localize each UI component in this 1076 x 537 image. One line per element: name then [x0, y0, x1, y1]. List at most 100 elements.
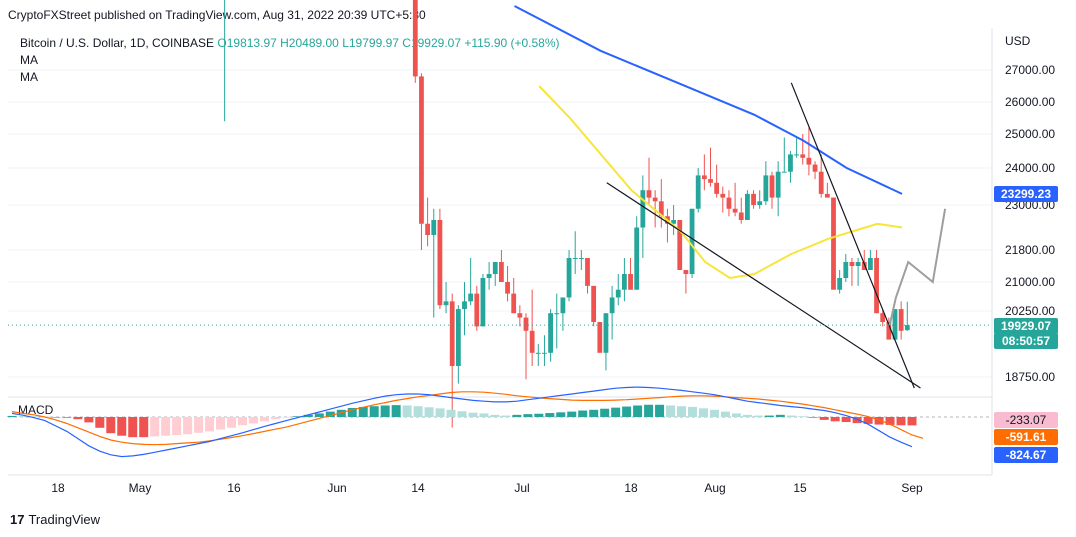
macd-histogram-bar [841, 417, 851, 423]
candle-body [695, 175, 701, 209]
candle-body [566, 258, 572, 298]
x-axis-label: Jul [514, 481, 529, 495]
candle-body [874, 258, 879, 314]
macd-histogram-bar [501, 415, 511, 417]
y-axis-label: 21000.00 [1005, 275, 1055, 289]
macd-histogram-bar [644, 404, 654, 417]
macd-histogram-bar [227, 417, 237, 428]
y-axis-label: 27000.00 [1005, 63, 1055, 77]
macd-histogram-bar [677, 406, 687, 417]
ohlc-open: O19813.97 [217, 36, 277, 50]
candle-body [751, 193, 756, 205]
chart-legend: Bitcoin / U.S. Dollar, 1D, COINBASE O198… [20, 35, 560, 86]
candle-body [646, 190, 652, 198]
candle-body [652, 197, 658, 202]
macd-line-tag-bg [994, 447, 1058, 463]
candle-body [775, 171, 781, 198]
x-axis-label: 16 [227, 481, 241, 495]
macd-histogram-bar [413, 406, 423, 417]
candle-body [701, 175, 707, 180]
macd-histogram-bar [139, 417, 149, 438]
macd-histogram-bar [819, 417, 829, 420]
candle-body [904, 325, 910, 331]
macd-signal-line [11, 391, 924, 446]
candle-body [431, 220, 437, 235]
macd-histogram-bar [150, 417, 160, 437]
candle-body [812, 164, 818, 172]
candle-body [868, 258, 873, 270]
x-axis-label: 15 [793, 481, 807, 495]
candle-body [677, 220, 683, 270]
macd-histogram-bar [479, 413, 489, 417]
macd-histogram-bar [369, 406, 379, 417]
macd-histogram-bar [556, 412, 566, 417]
macd-signal-tag: -591.61 [1006, 430, 1047, 444]
macd-histogram-bar [62, 417, 72, 418]
candle-body [732, 208, 738, 213]
macd-hist-tag-bg [994, 412, 1058, 428]
macd-histogram-bar [73, 417, 83, 420]
macd-histogram-bar [907, 417, 917, 426]
macd-histogram-bar [874, 417, 884, 425]
macd-histogram-bar [325, 411, 335, 417]
candle-body [781, 171, 787, 173]
macd-histogram-bar [7, 415, 17, 417]
macd-histogram-bar [161, 417, 171, 436]
macd-histogram-bar [172, 417, 182, 435]
macd-histogram-bar [622, 406, 632, 417]
price-axis-unit: USD [1005, 34, 1031, 48]
candle-body [843, 262, 849, 278]
macd-histogram-bar [446, 409, 456, 417]
candle-body [443, 301, 449, 306]
candle-body [763, 175, 769, 202]
macd-histogram-bar [720, 411, 730, 417]
candle-body [745, 193, 750, 220]
macd-histogram-bar [358, 406, 368, 417]
macd-histogram-bar [128, 417, 138, 438]
candle-body [824, 193, 830, 198]
macd-histogram-bar [183, 417, 193, 435]
legend-ma-50[interactable]: MA [20, 53, 38, 67]
candle-body [455, 309, 461, 366]
candle-body [683, 270, 689, 274]
ma-100-tag-bg [994, 186, 1058, 202]
y-axis-label: 26000.00 [1005, 95, 1055, 109]
macd-histogram-bar [775, 414, 785, 417]
macd-line [11, 386, 913, 458]
candle-body [794, 154, 799, 156]
candle-body [474, 293, 480, 327]
candle-body [560, 297, 566, 314]
candle-body [861, 262, 867, 270]
x-axis-label: Aug [704, 481, 725, 495]
candle-body [628, 274, 633, 290]
ma-100-tag: 23299.23 [1001, 187, 1051, 201]
macd-signal-tag-bg [994, 429, 1058, 445]
candle-body [714, 182, 720, 194]
macd-histogram-bar [468, 412, 478, 417]
x-axis-label: Jun [327, 481, 346, 495]
candle-body [449, 301, 455, 366]
candle-body [720, 193, 726, 198]
macd-histogram-bar [687, 406, 697, 417]
tradingview-footer[interactable]: 17 TradingView [10, 512, 100, 527]
macd-histogram-bar [709, 409, 719, 417]
candle-body [769, 175, 775, 198]
legend-ma-100[interactable]: MA [20, 70, 38, 84]
y-axis-label: 25000.00 [1005, 127, 1055, 141]
candle-body [880, 313, 886, 322]
candle-body [511, 293, 517, 314]
y-axis-label: 21800.00 [1005, 243, 1055, 257]
candle-body [505, 282, 510, 294]
candle-body [886, 322, 892, 340]
macd-histogram-bar [292, 416, 302, 417]
publish-header: CryptoFXStreet published on TradingView.… [8, 8, 426, 22]
candle-body [855, 262, 861, 266]
x-axis-label: May [129, 481, 152, 495]
macd-histogram-bar [490, 414, 500, 417]
candle-body [499, 262, 504, 282]
macd-histogram-bar [336, 409, 346, 417]
macd-histogram-bar [600, 408, 610, 417]
macd-histogram-bar [259, 417, 269, 422]
candle-body [597, 322, 603, 353]
